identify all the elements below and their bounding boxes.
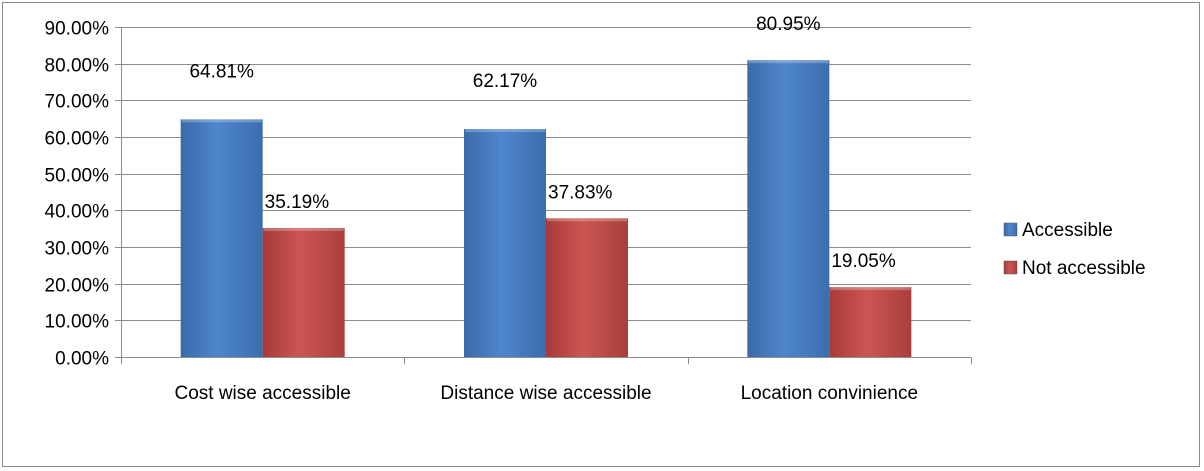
bar bbox=[262, 227, 345, 357]
legend-swatch bbox=[1003, 260, 1018, 275]
legend-swatch bbox=[1003, 222, 1018, 237]
bar-highlight bbox=[181, 119, 262, 123]
x-tick-label: Distance wise accessible bbox=[440, 383, 651, 404]
x-tick-label: Location convinience bbox=[741, 383, 918, 404]
bar bbox=[747, 60, 830, 357]
legend: Accessible Not accessible bbox=[1003, 220, 1146, 279]
y-tick-label: 50.00% bbox=[45, 166, 110, 187]
bar-highlight bbox=[263, 227, 344, 231]
bars bbox=[180, 60, 912, 357]
bar-highlight bbox=[547, 218, 627, 222]
data-label: 64.81% bbox=[189, 61, 254, 82]
y-tick-label: 40.00% bbox=[45, 202, 110, 223]
data-label: 19.05% bbox=[831, 251, 896, 272]
data-label: 35.19% bbox=[265, 192, 330, 213]
y-tick-label: 70.00% bbox=[45, 92, 110, 113]
y-tick-label: 10.00% bbox=[45, 312, 110, 333]
y-tick-label: 0.00% bbox=[55, 349, 109, 370]
bar-highlight bbox=[748, 60, 829, 64]
bar bbox=[829, 287, 912, 357]
bar-chart: 0.00% 10.00% 20.00% 30.00% 40.00% 50.00% 60.00… bbox=[45, 14, 1146, 404]
y-tick-label: 30.00% bbox=[45, 239, 110, 260]
data-label: 80.95% bbox=[756, 14, 821, 35]
y-tick-label: 90.00% bbox=[45, 19, 110, 40]
data-label: 62.17% bbox=[473, 71, 538, 92]
x-tick-label: Cost wise accessible bbox=[174, 383, 350, 404]
y-tick-label: 60.00% bbox=[45, 129, 110, 150]
bar-highlight bbox=[830, 287, 911, 291]
bar bbox=[180, 119, 263, 357]
y-tick-label: 20.00% bbox=[45, 276, 110, 297]
legend-label: Not accessible bbox=[1022, 258, 1146, 279]
data-labels: 64.81% 35.19% 62.17% 37.83% 80.95% 19.05% bbox=[189, 14, 895, 272]
bar bbox=[464, 129, 546, 357]
bar-highlight bbox=[465, 129, 545, 133]
legend-label: Accessible bbox=[1022, 220, 1113, 241]
data-label: 37.83% bbox=[548, 182, 613, 203]
bar bbox=[546, 218, 628, 357]
axes: 0.00% 10.00% 20.00% 30.00% 40.00% 50.00% 60.00… bbox=[45, 19, 972, 404]
y-tick-label: 80.00% bbox=[45, 56, 110, 77]
